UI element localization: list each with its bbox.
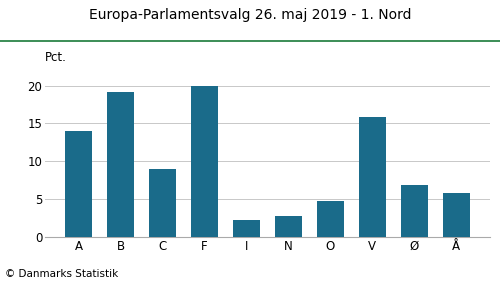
Bar bbox=[317, 201, 344, 237]
Bar bbox=[107, 92, 134, 237]
Bar bbox=[65, 131, 92, 237]
Text: © Danmarks Statistik: © Danmarks Statistik bbox=[5, 269, 118, 279]
Text: Europa-Parlamentsvalg 26. maj 2019 - 1. Nord: Europa-Parlamentsvalg 26. maj 2019 - 1. … bbox=[89, 8, 411, 23]
Bar bbox=[149, 169, 176, 237]
Bar bbox=[442, 193, 470, 237]
Bar bbox=[233, 220, 260, 237]
Bar bbox=[191, 86, 218, 237]
Text: Pct.: Pct. bbox=[45, 51, 67, 64]
Bar bbox=[275, 217, 302, 237]
Bar bbox=[358, 117, 386, 237]
Bar bbox=[400, 186, 428, 237]
